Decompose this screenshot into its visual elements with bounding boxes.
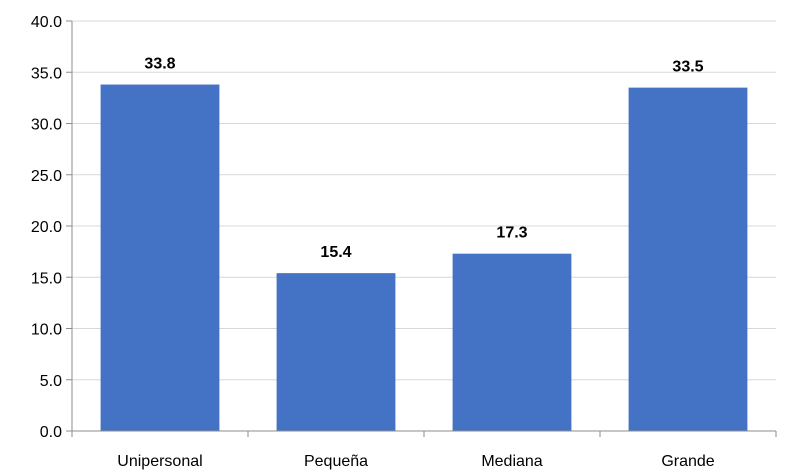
data-label: 15.4 [320, 244, 351, 261]
category-label: Pequeña [304, 453, 368, 470]
category-labels: Unipersonal Pequeña Mediana Grande [117, 453, 714, 470]
y-tick-label: 30.0 [31, 117, 62, 134]
axes [71, 21, 777, 437]
bar-pequeña [276, 273, 396, 431]
bar-grande [628, 87, 748, 431]
y-tick-label: 5.0 [40, 373, 62, 390]
data-label: 17.3 [496, 225, 527, 242]
data-label: 33.8 [144, 56, 175, 73]
bars [100, 84, 748, 432]
y-tick-label: 10.0 [31, 322, 62, 339]
category-label: Grande [661, 453, 714, 470]
y-tick-label: 15.0 [31, 270, 62, 287]
category-label: Unipersonal [117, 453, 202, 470]
category-label: Mediana [481, 453, 542, 470]
data-labels: 33.8 15.4 17.3 33.5 [144, 56, 703, 262]
bar-unipersonal [100, 84, 220, 432]
y-tick-label: 0.0 [40, 424, 62, 441]
y-tick-label: 20.0 [31, 219, 62, 236]
bar-mediana [452, 253, 572, 431]
y-tick-label: 35.0 [31, 65, 62, 82]
y-tick-label: 40.0 [31, 14, 62, 31]
data-label: 33.5 [672, 59, 703, 76]
y-tick-label: 25.0 [31, 168, 62, 185]
y-axis-ticks: 0.0 5.0 10.0 15.0 20.0 25.0 30.0 35.0 40.0 [31, 14, 72, 441]
